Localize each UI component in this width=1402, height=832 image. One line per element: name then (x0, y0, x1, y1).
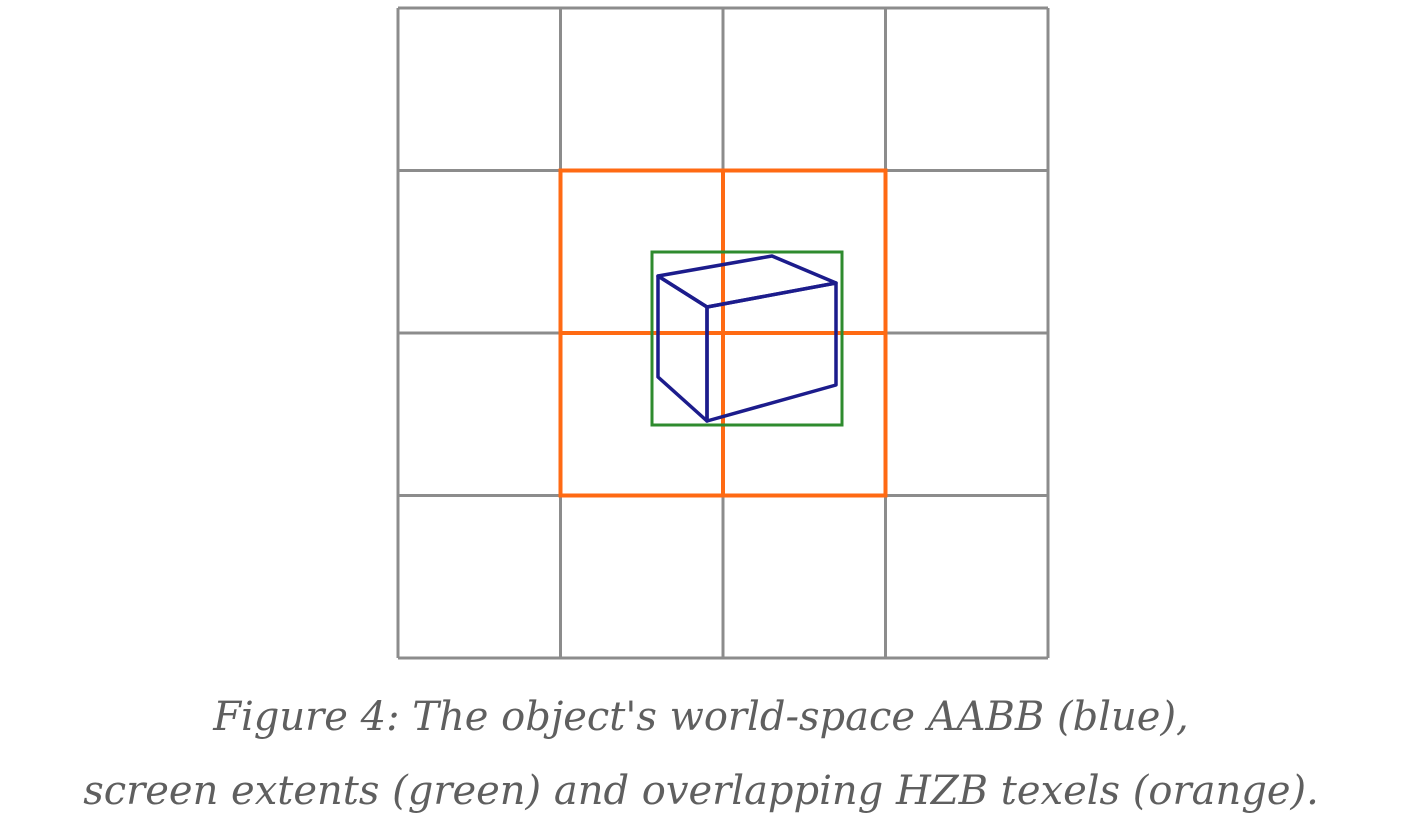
figure-caption: Figure 4: The object's world-space AABB … (0, 680, 1402, 828)
caption-line-2: screen extents (green) and overlapping H… (83, 768, 1319, 814)
aabb-front-face (705, 281, 838, 423)
world-space-aabb (656, 254, 838, 423)
hzb-texel (721, 331, 888, 498)
hzb-occlusion-diagram (396, 6, 1050, 660)
aabb-side-face (656, 274, 709, 423)
caption-line-1: Figure 4: The object's world-space AABB … (213, 694, 1189, 740)
screen-extents-rect (650, 250, 844, 427)
